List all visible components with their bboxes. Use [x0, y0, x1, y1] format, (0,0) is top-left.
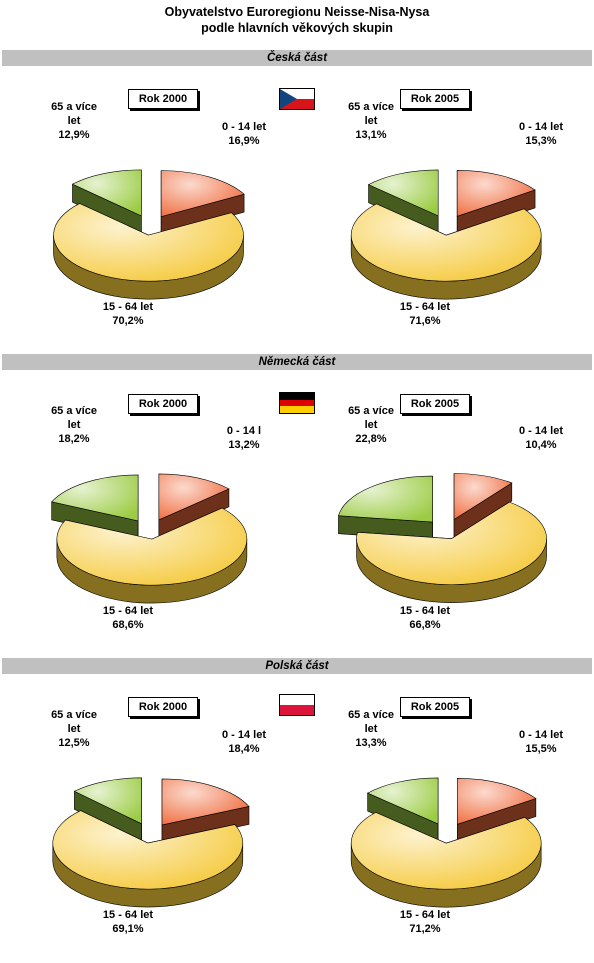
pie-slice-age-0-14 [456, 169, 536, 235]
pie-chart-german-2005: 0 - 14 let 10,4% 15 - 64 let 66,8% 65 a více… [338, 405, 563, 631]
czech-flag-icon [279, 88, 315, 110]
pie-slice-age-15-64 [350, 811, 542, 908]
data-label-age-65-plus: 65 a více let 12,9% [51, 101, 97, 141]
pie-slice-age-65-plus [51, 474, 139, 540]
data-label-age-65-plus: 65 a více let 22,8% [348, 405, 394, 445]
data-label-age-65-plus: 65 a více let 18,2% [51, 405, 97, 445]
year-label-german-2000: Rok 2000 [128, 394, 198, 414]
pie-slice-age-15-64 [56, 507, 248, 604]
german-flag-icon [279, 392, 315, 414]
pie-slice-age-65-plus [338, 475, 433, 541]
data-label-age-65-plus: 65 a více let 13,3% [348, 709, 394, 749]
year-label-czech-2000: Rok 2000 [128, 89, 198, 109]
section-bar-czech: Česká část [2, 50, 592, 66]
data-label-age-0-14: 0 - 14 let 16,9% [222, 121, 266, 147]
polish-flag-icon [279, 694, 315, 716]
pie-slice-age-0-14 [158, 473, 230, 539]
pie-slice-age-0-14 [161, 778, 250, 844]
year-label-czech-2005: Rok 2005 [400, 89, 470, 109]
pie-slice-age-15-64 [350, 203, 542, 300]
data-label-age-15-64: 15 - 64 let 69,1% [103, 909, 153, 935]
data-label-age-15-64: 15 - 64 let 71,6% [400, 301, 450, 327]
data-label-age-65-plus: 65 a více let 12,5% [51, 709, 97, 749]
data-label-age-0-14: 0 - 14 let 18,4% [222, 729, 266, 755]
pie-slice-age-0-14 [160, 170, 245, 236]
data-label-age-15-64: 15 - 64 let 66,8% [400, 605, 450, 631]
data-label-age-65-plus: 65 a více let 13,1% [348, 101, 394, 141]
data-label-age-0-14: 0 - 14 let 15,5% [519, 729, 563, 755]
year-label-german-2005: Rok 2005 [400, 394, 470, 414]
pie-chart-german-2000: 0 - 14 l 13,2% 15 - 64 let 68,6% 65 a více le… [51, 405, 261, 631]
pie-slice-age-65-plus [71, 169, 142, 235]
pie-chart-czech-2000: 0 - 14 let 16,9% 15 - 64 let 70,2% 65 a více… [51, 101, 266, 327]
data-label-age-15-64: 15 - 64 let 68,6% [103, 605, 153, 631]
data-label-age-15-64: 15 - 64 let 71,2% [400, 909, 450, 935]
pie-slice-age-0-14 [453, 473, 513, 539]
year-label-polish-2005: Rok 2005 [400, 697, 470, 717]
page-title: Obyvatelstvo Euroregionu Neisse-Nisa-Nys… [0, 4, 594, 36]
data-label-age-0-14: 0 - 14 l 13,2% [227, 425, 261, 451]
year-label-polish-2000: Rok 2000 [128, 697, 198, 717]
pie-slice-age-0-14 [456, 778, 537, 843]
title-line-2: podle hlavních věkových skupin [201, 21, 393, 35]
data-label-age-15-64: 15 - 64 let 70,2% [103, 301, 153, 327]
pie-chart-polish-2000: 0 - 14 let 18,4% 15 - 64 let 69,1% 65 a více… [51, 709, 266, 935]
data-label-age-0-14: 0 - 14 let 10,4% [519, 425, 563, 451]
data-label-age-0-14: 0 - 14 let 15,3% [519, 121, 563, 147]
pie-chart-czech-2005: 0 - 14 let 15,3% 15 - 64 let 71,6% 65 a více… [348, 101, 563, 327]
pie-slice-age-15-64 [52, 810, 244, 908]
pie-slice-age-65-plus [73, 777, 142, 843]
pie-slice-age-65-plus [366, 777, 439, 843]
pie-slice-age-15-64 [53, 202, 244, 300]
section-bar-polish: Polská část [2, 658, 592, 674]
section-bar-german: Německá část [2, 354, 592, 370]
pie-slice-age-65-plus [367, 169, 439, 235]
pie-slice-age-15-64 [356, 501, 547, 603]
pie-chart-polish-2005: 0 - 14 let 15,5% 15 - 64 let 71,2% 65 a více… [348, 709, 563, 935]
title-line-1: Obyvatelstvo Euroregionu Neisse-Nisa-Nys… [164, 5, 430, 19]
